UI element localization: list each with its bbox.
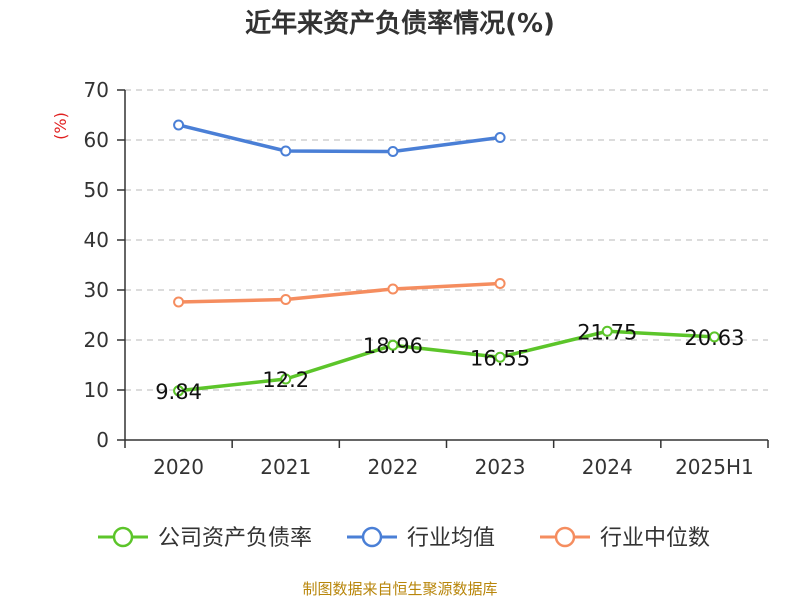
data-point	[280, 373, 292, 385]
x-tick-label: 2020	[153, 455, 204, 479]
axes: 0 10 20 30 40 50 60 70 2020 2021 2022 2023 2024 2025H…	[84, 78, 769, 479]
x-tick-label: 2024	[582, 455, 633, 479]
data-point	[387, 283, 399, 295]
data-point	[494, 278, 506, 289]
legend-marker	[112, 526, 134, 548]
legend-marker	[361, 526, 383, 548]
y-tick-label: 0	[96, 428, 109, 452]
series-line-1	[178, 123, 501, 154]
data-point	[173, 385, 185, 397]
data-point	[173, 119, 185, 131]
x-tick-label: 2025H1	[675, 455, 754, 479]
y-tick-label: 30	[84, 278, 109, 302]
data-point	[601, 325, 613, 337]
legend-item-2: 行业中位数	[540, 526, 710, 551]
y-tick-label: 70	[84, 78, 109, 102]
x-tick-label: 2022	[367, 455, 418, 479]
x-tick-label: 2021	[260, 455, 311, 479]
data-label: 20.63	[684, 326, 744, 350]
y-tick-label: 40	[84, 228, 109, 252]
legend-label: 行业中位数	[600, 526, 710, 551]
legend-item-0: 公司资产负债率	[98, 526, 312, 551]
data-labels: 9.84 12.2 18.96 16.55 21.75 20.63	[155, 320, 744, 404]
data-label: 18.96	[363, 334, 423, 358]
data-label: 16.55	[470, 346, 530, 370]
grid-lines	[125, 89, 768, 391]
y-tick-label: 50	[84, 178, 109, 202]
series-lines	[173, 119, 720, 397]
data-point	[387, 146, 399, 157]
y-tick-label: 20	[84, 328, 109, 352]
data-label: 9.84	[155, 380, 202, 404]
source-note: 制图数据来自恒生聚源数据库	[302, 580, 497, 598]
data-label: 21.75	[577, 320, 637, 344]
chart-title: 近年来资产负债率情况(%)	[245, 8, 555, 39]
legend-label: 公司资产负债率	[158, 526, 312, 551]
legend-label: 行业均值	[407, 526, 495, 551]
y-axis-label: (%)	[51, 112, 70, 140]
series-line-2	[178, 281, 501, 304]
data-point	[708, 331, 720, 343]
legend-item-1: 行业均值	[347, 526, 495, 551]
data-label: 12.2	[262, 368, 309, 392]
legend-marker	[554, 526, 576, 548]
legend: 公司资产负债率 行业均值 行业中位数	[98, 526, 710, 551]
data-point	[173, 296, 185, 308]
data-point	[280, 145, 292, 157]
data-point	[494, 132, 506, 143]
series-line-0	[178, 329, 715, 393]
x-tick-label: 2023	[475, 455, 526, 479]
data-point	[387, 339, 399, 351]
data-point	[280, 294, 292, 305]
y-tick-label: 60	[84, 128, 109, 152]
y-tick-label: 10	[84, 378, 109, 402]
data-point	[494, 351, 506, 363]
